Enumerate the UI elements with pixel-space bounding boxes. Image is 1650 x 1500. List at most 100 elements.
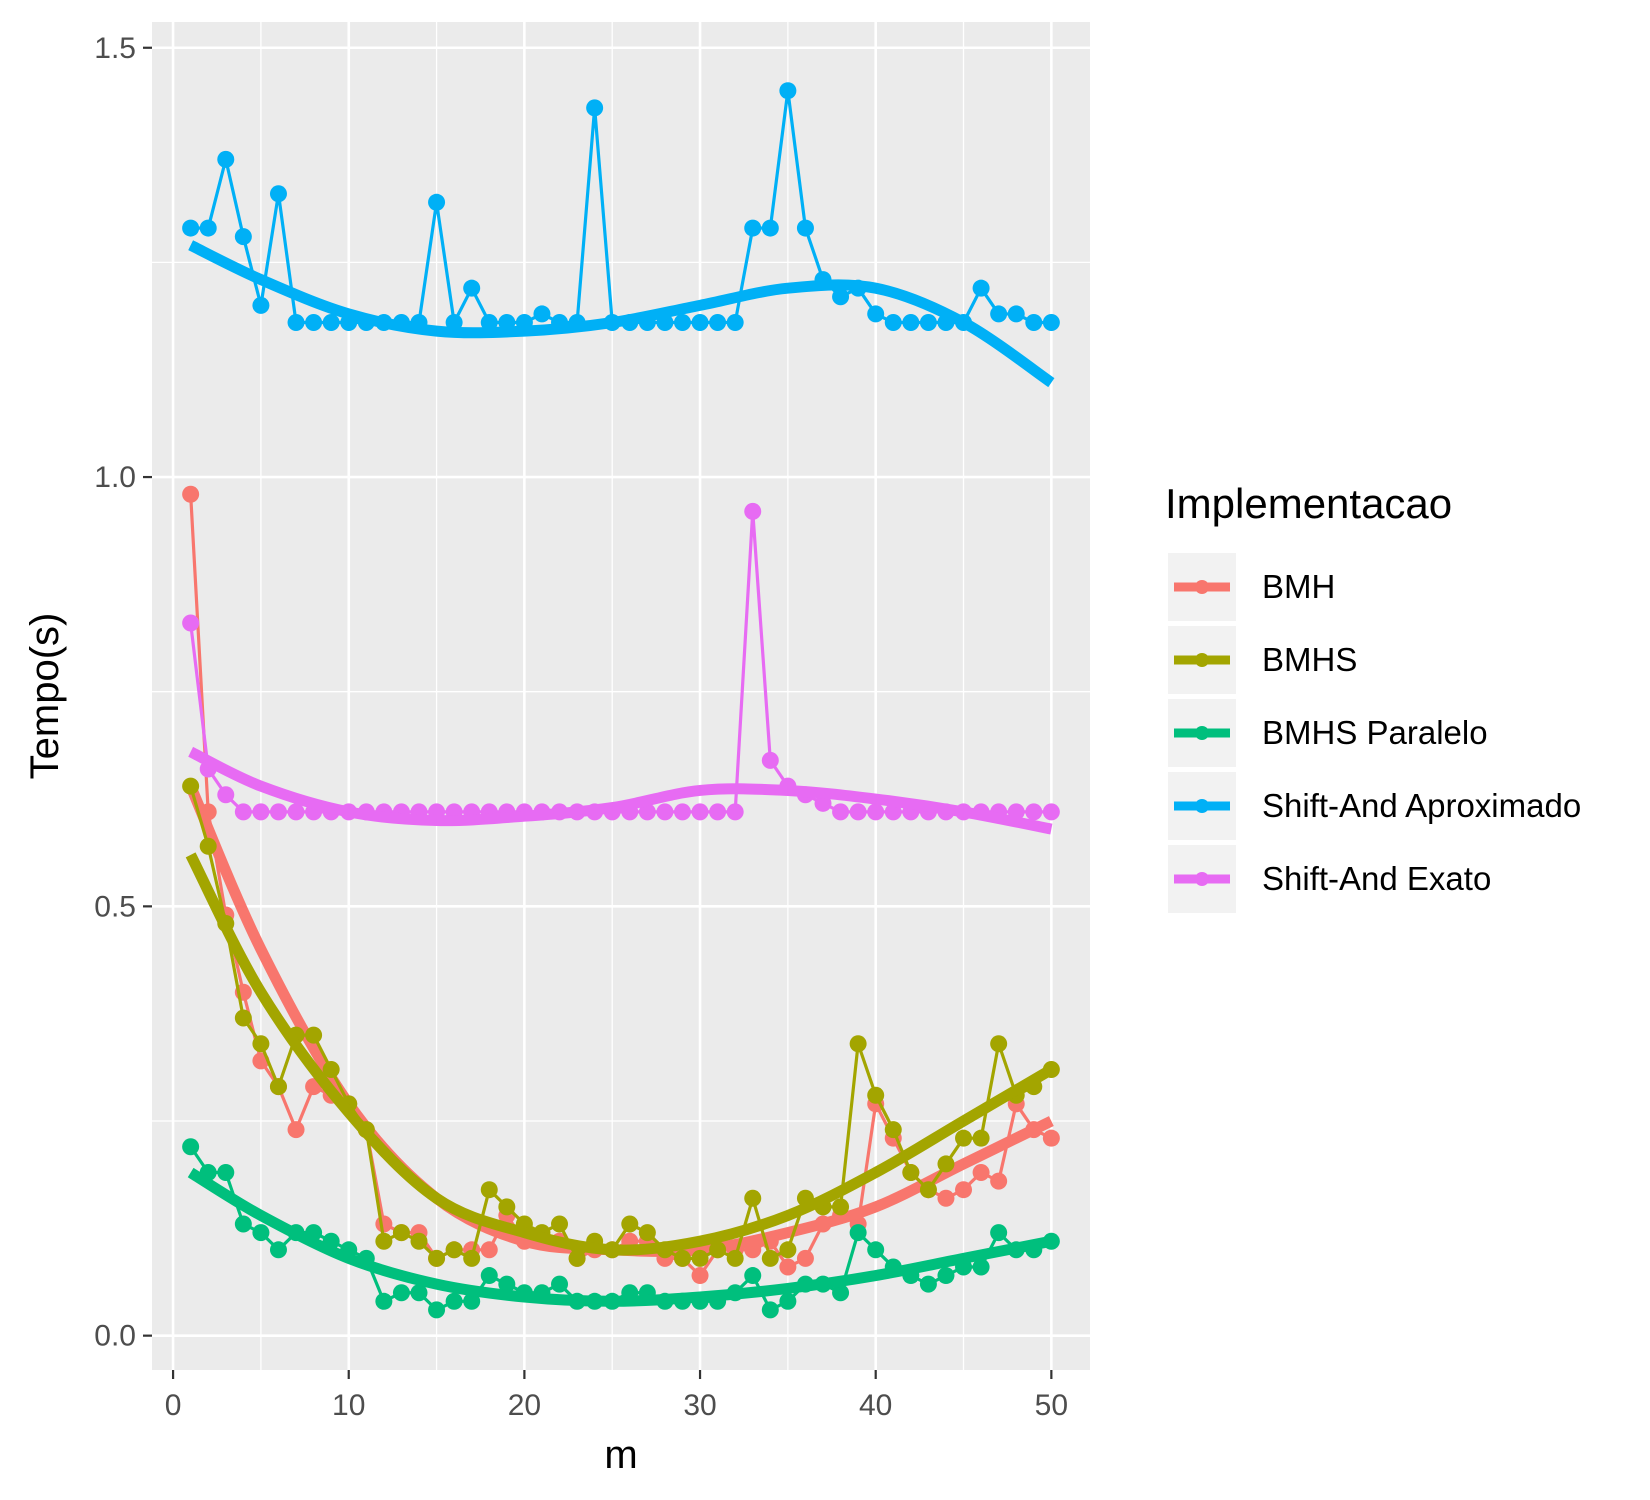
- data-point-shift-and-exato: [182, 614, 200, 632]
- data-point-bmhs: [726, 1249, 744, 1267]
- data-point-shift-and-aproximado: [867, 305, 885, 323]
- data-point-shift-and-exato: [849, 803, 867, 821]
- data-point-shift-and-exato: [1025, 803, 1043, 821]
- data-point-bmhs: [269, 1078, 287, 1096]
- data-point-shift-and-aproximado: [182, 219, 200, 237]
- data-point-bmhs: [849, 1035, 867, 1053]
- data-point-bmhs: [832, 1198, 850, 1216]
- legend-key-point: [1195, 799, 1209, 813]
- data-point-shift-and-aproximado: [744, 219, 762, 237]
- data-point-bmhs: [673, 1249, 691, 1267]
- data-point-bmhs: [428, 1249, 446, 1267]
- data-point-shift-and-aproximado: [919, 314, 937, 332]
- data-point-shift-and-aproximado: [305, 314, 323, 332]
- data-point-bmh: [972, 1164, 990, 1182]
- data-point-shift-and-exato: [252, 803, 270, 821]
- legend-key-point: [1195, 580, 1209, 594]
- data-point-bmhs-paralelo: [375, 1292, 393, 1310]
- x-tick-label: 50: [1035, 1389, 1068, 1422]
- data-point-bmhs: [480, 1181, 498, 1199]
- data-point-bmhs-paralelo: [972, 1258, 990, 1276]
- data-point-bmhs: [744, 1189, 762, 1207]
- data-point-shift-and-aproximado: [480, 314, 498, 332]
- data-point-bmhs: [867, 1086, 885, 1104]
- legend-label: Shift-And Exato: [1262, 860, 1491, 897]
- data-point-shift-and-exato: [761, 751, 779, 769]
- data-point-bmhs: [498, 1198, 516, 1216]
- data-point-bmhs-paralelo: [937, 1267, 955, 1285]
- data-point-bmhs: [990, 1035, 1008, 1053]
- data-point-bmhs-paralelo: [410, 1284, 428, 1302]
- x-axis: 0 10 20 30 40 50: [165, 1370, 1068, 1422]
- data-point-shift-and-exato: [269, 803, 287, 821]
- data-point-shift-and-aproximado: [832, 288, 850, 306]
- data-point-bmhs-paralelo: [182, 1138, 200, 1156]
- data-point-bmhs-paralelo: [252, 1224, 270, 1242]
- data-point-shift-and-exato: [884, 803, 902, 821]
- data-point-shift-and-aproximado: [902, 314, 920, 332]
- data-point-bmhs: [322, 1060, 340, 1078]
- data-point-bmhs: [199, 837, 217, 855]
- y-tick-label: 1.0: [94, 461, 136, 494]
- data-point-shift-and-aproximado: [586, 99, 604, 117]
- data-point-bmhs-paralelo: [849, 1224, 867, 1242]
- data-point-shift-and-exato: [867, 803, 885, 821]
- data-point-shift-and-exato: [1042, 803, 1060, 821]
- data-point-bmhs: [884, 1121, 902, 1139]
- trend-curve-bmhs: [185, 852, 1055, 1256]
- data-point-bmh: [1042, 1129, 1060, 1147]
- data-point-shift-and-exato: [656, 803, 674, 821]
- y-axis: 0.0 0.5 1.0 1.5: [94, 32, 152, 1353]
- data-point-bmhs-paralelo: [217, 1164, 235, 1182]
- data-point-shift-and-exato: [832, 803, 850, 821]
- legend-item-bmhs: BMHS: [1168, 626, 1357, 694]
- data-point-bmhs: [392, 1224, 410, 1242]
- data-point-shift-and-exato: [691, 803, 709, 821]
- series-layer: [182, 82, 1060, 1319]
- plot-panel: [152, 22, 1090, 1370]
- data-point-bmhs-paralelo: [744, 1267, 762, 1285]
- data-point-bmhs: [463, 1249, 481, 1267]
- legend-item-bmhs-paralelo: BMHS Paralelo: [1168, 699, 1488, 767]
- data-point-bmh: [937, 1189, 955, 1207]
- data-point-bmhs-paralelo: [919, 1275, 937, 1293]
- data-point-shift-and-aproximado: [779, 82, 797, 100]
- data-point-bmhs-paralelo: [498, 1275, 516, 1293]
- legend-key-point: [1195, 653, 1209, 667]
- data-point-shift-and-exato: [234, 803, 252, 821]
- y-tick-label: 0.5: [94, 890, 136, 923]
- data-point-shift-and-aproximado: [269, 185, 287, 203]
- data-point-shift-and-aproximado: [796, 219, 814, 237]
- data-point-bmhs: [410, 1232, 428, 1250]
- x-tick-label: 30: [683, 1389, 716, 1422]
- data-point-shift-and-aproximado: [217, 150, 235, 168]
- data-point-bmhs-paralelo: [463, 1292, 481, 1310]
- data-point-bmh: [375, 1215, 393, 1233]
- data-point-shift-and-aproximado: [673, 314, 691, 332]
- data-point-shift-and-aproximado: [884, 314, 902, 332]
- data-point-bmhs-paralelo: [445, 1292, 463, 1310]
- data-point-shift-and-aproximado: [428, 193, 446, 211]
- series-shift-and-aproximado: [182, 82, 1060, 388]
- data-point-bmhs-paralelo: [761, 1301, 779, 1319]
- data-point-bmh: [182, 485, 200, 503]
- data-point-shift-and-aproximado: [691, 314, 709, 332]
- y-tick-label: 1.5: [94, 32, 136, 65]
- data-point-bmhs: [937, 1155, 955, 1173]
- data-point-bmhs: [638, 1224, 656, 1242]
- x-tick-label: 20: [508, 1389, 541, 1422]
- data-point-shift-and-aproximado: [234, 228, 252, 246]
- data-point-shift-and-aproximado: [1042, 314, 1060, 332]
- data-point-bmhs: [779, 1241, 797, 1259]
- data-point-shift-and-exato: [744, 502, 762, 520]
- data-point-shift-and-aproximado: [709, 314, 727, 332]
- data-point-bmhs-paralelo: [269, 1241, 287, 1259]
- series-bmhs-paralelo: [182, 1138, 1060, 1319]
- major-gridlines: [152, 22, 1090, 1370]
- data-point-shift-and-aproximado: [287, 314, 305, 332]
- data-point-bmhs: [375, 1232, 393, 1250]
- legend-label: BMHS: [1262, 641, 1357, 678]
- data-point-bmhs: [761, 1249, 779, 1267]
- data-point-bmhs-paralelo: [392, 1284, 410, 1302]
- legend: Implementacao BMH BMHS BMHS Paralelo Shift-…: [1165, 480, 1581, 913]
